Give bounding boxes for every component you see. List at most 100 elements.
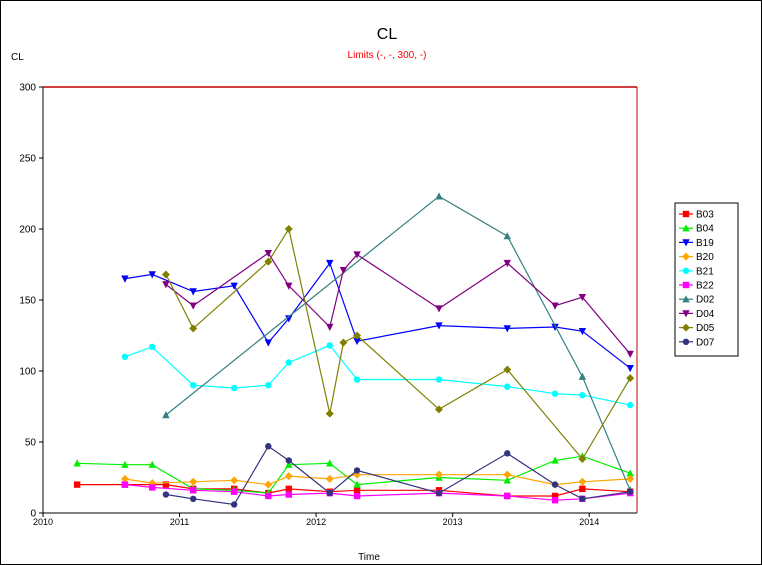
series-line-b04	[77, 455, 631, 494]
x-tick-label: 2010	[33, 517, 53, 527]
data-point-b20	[284, 472, 293, 481]
legend-swatch-marker	[682, 338, 690, 345]
data-point-b19	[326, 259, 334, 268]
data-point-b22	[230, 488, 238, 495]
legend-item-b03: B03	[679, 210, 714, 221]
legend-item-b22: B22	[679, 281, 714, 292]
data-point-b20	[189, 477, 198, 486]
data-point-d05	[161, 270, 170, 279]
data-point-b04	[73, 459, 81, 467]
data-point-b22	[190, 487, 197, 494]
data-point-d07	[353, 467, 361, 474]
data-point-b03	[353, 487, 361, 494]
legend-swatch-marker	[682, 310, 690, 318]
data-point-b21	[285, 359, 292, 366]
data-point-d05	[264, 257, 273, 266]
data-point-b03	[162, 481, 170, 488]
data-point-b19	[578, 328, 587, 336]
data-point-d04	[578, 293, 587, 302]
data-point-d02	[503, 232, 511, 240]
data-point-b22	[504, 492, 511, 500]
data-point-b21	[149, 343, 156, 351]
series-line-b03	[77, 484, 631, 497]
data-point-d04	[339, 266, 348, 275]
legend-item-b21: B21	[679, 266, 714, 277]
data-point-b21	[579, 391, 586, 399]
data-point-d05	[284, 225, 293, 233]
data-point-b20	[503, 470, 512, 479]
y-tick-label: 200	[19, 225, 36, 236]
data-point-b03	[73, 481, 81, 488]
data-point-b20	[120, 474, 129, 483]
legend-swatch-marker	[682, 252, 690, 261]
series-d04	[162, 249, 634, 358]
series-b19	[121, 259, 634, 373]
data-point-b04	[285, 460, 293, 468]
chart-title: CL	[377, 26, 398, 43]
legend-label: B22	[696, 281, 714, 292]
data-point-d05	[189, 324, 198, 333]
data-point-d04	[353, 251, 361, 259]
x-tick-label: 2013	[443, 517, 463, 527]
legend-item-b04: B04	[679, 224, 714, 235]
data-point-b04	[353, 480, 361, 488]
legend: B03 B04 B19 B20 B21 B22 D02 D04 D05 D07	[674, 202, 739, 357]
series-line-d02	[165, 195, 631, 491]
legend-swatch-marker	[682, 267, 690, 274]
legend-label: B03	[696, 210, 714, 221]
data-point-d05	[503, 365, 512, 374]
data-point-b21	[190, 382, 197, 389]
data-point-b04	[148, 460, 156, 468]
data-point-d07	[230, 501, 238, 508]
legend-swatch-marker	[682, 224, 690, 232]
data-point-b21	[326, 342, 333, 349]
data-point-d04	[189, 302, 197, 310]
legend-label: B19	[696, 238, 714, 249]
data-point-d07	[435, 489, 443, 497]
series-line-d07	[165, 445, 631, 506]
data-point-b19	[264, 339, 273, 347]
data-point-b22	[353, 492, 361, 500]
data-point-b19	[626, 364, 634, 373]
data-point-b19	[148, 271, 156, 279]
data-point-d04	[326, 323, 334, 331]
legend-label: D02	[696, 295, 715, 306]
data-point-d05	[339, 338, 348, 347]
data-point-d05	[626, 374, 635, 383]
x-tick-label: 2014	[579, 517, 599, 527]
data-point-b20	[230, 476, 239, 485]
data-point-d07	[265, 443, 272, 450]
legend-swatch-marker	[682, 295, 690, 303]
data-point-d05	[435, 405, 443, 414]
data-point-b21	[121, 353, 129, 360]
data-point-d07	[190, 495, 197, 502]
data-point-b03	[579, 485, 586, 493]
y-tick-label: 50	[25, 438, 37, 449]
data-point-b21	[504, 383, 511, 390]
data-point-b21	[435, 376, 443, 383]
series-b21	[121, 342, 634, 409]
data-point-b20	[626, 474, 635, 483]
data-point-d07	[285, 457, 292, 464]
data-point-b21	[230, 384, 238, 392]
data-point-d05	[578, 455, 587, 464]
legend-swatch-marker	[682, 281, 690, 289]
tick-labels: 0 50 100 150 200 250 300 2010 2011 2012 2013 2014	[19, 83, 599, 528]
data-point-b19	[189, 288, 197, 296]
legend-swatch-marker	[682, 323, 690, 332]
data-point-d04	[435, 305, 443, 313]
data-point-d05	[325, 409, 334, 418]
data-point-b04	[551, 456, 559, 464]
data-point-b04	[503, 476, 511, 484]
data-point-b22	[121, 481, 129, 488]
x-tick-label: 2011	[170, 517, 189, 527]
data-point-b20	[578, 477, 587, 486]
series-line-d05	[165, 227, 631, 461]
y-axis-label: CL	[11, 52, 24, 63]
legend-label: B20	[696, 252, 714, 263]
legend-swatch-marker	[682, 239, 690, 247]
data-point-b20	[325, 474, 334, 483]
y-tick-label: 0	[30, 509, 36, 520]
